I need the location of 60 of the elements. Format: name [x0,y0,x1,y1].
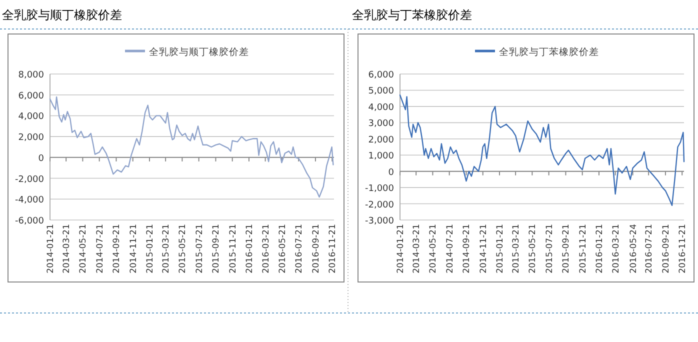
x-tick-label: 2014-03-21 [62,224,72,274]
x-tick-label: 2015-11-21 [578,224,588,274]
y-tick-label: 1,000 [368,152,394,162]
x-tick-label: 2015-03-21 [162,224,172,274]
y-tick-label: 2,000 [18,133,44,144]
y-tick-label: 4,000 [18,112,44,122]
x-tick-label: 2015-05-21 [528,224,538,274]
x-tick-label: 2016-01-21 [594,224,605,274]
x-tick-label: 2014-05-21 [78,224,89,274]
x-tick-label: 2016-09-21 [661,224,672,274]
x-tick-label: 2016-07-21 [644,224,655,274]
y-tick-label: -3,000 [364,216,394,226]
legend-label: 全乳胶与丁苯橡胶价差 [499,46,599,58]
x-tick-label: 2014-11-21 [478,224,489,274]
y-tick-label: -4,000 [14,196,44,206]
x-tick-label: 2014-05-21 [428,224,439,274]
x-tick-label: 2016-03-21 [261,224,272,274]
x-tick-label: 2014-01-21 [46,224,56,274]
x-tick-label: 2015-05-21 [178,224,188,274]
x-tick-label: 2015-09-21 [212,224,222,274]
y-tick-label: 0 [38,154,44,164]
x-tick-label: 2015-03-21 [512,224,522,274]
x-tick-label: 2015-01-21 [495,224,506,274]
x-tick-label: 2015-01-21 [145,224,156,274]
x-tick-label: 2014-09-21 [462,224,472,274]
x-tick-label: 2016-05-24 [628,224,639,274]
x-tick-label: 2016-09-21 [311,224,322,274]
chart-title: 全乳胶与丁苯橡胶价差 [352,8,472,22]
x-tick-label: 2015-09-21 [562,224,572,274]
x-tick-label: 2015-07-21 [194,224,205,274]
y-tick-label: 4,000 [368,102,394,113]
line-series [399,94,685,206]
chart-title: 全乳胶与顺丁橡胶价差 [2,8,122,22]
y-tick-label: -2,000 [364,200,394,210]
x-tick-label: 2015-11-21 [228,224,238,274]
x-tick-label: 2014-07-21 [95,224,106,274]
x-tick-label: 2016-07-21 [294,224,305,274]
y-tick-label: 6,000 [368,70,394,80]
y-tick-label: 8,000 [18,70,44,80]
x-tick-label: 2014-11-21 [128,224,139,274]
legend-label: 全乳胶与顺丁橡胶价差 [149,46,249,58]
x-tick-label: 2014-01-21 [396,224,406,274]
x-tick-label: 2015-07-21 [544,224,555,274]
x-tick-label: 2014-07-21 [445,224,456,274]
y-tick-label: -6,000 [14,216,44,226]
x-tick-label: 2016-11-21 [678,224,688,274]
x-tick-label: 2016-11-21 [328,224,338,274]
y-tick-label: 6,000 [18,91,44,102]
y-tick-label: 2,000 [368,135,394,146]
x-tick-label: 2014-03-21 [412,224,422,274]
x-tick-label: 2014-09-21 [112,224,122,274]
y-tick-label: 5,000 [368,86,394,97]
x-tick-label: 2016-01-21 [244,224,255,274]
y-tick-label: -1,000 [364,184,394,194]
x-tick-label: 2016-05-21 [278,224,288,274]
y-tick-label: 3,000 [368,119,394,130]
line-series [49,96,334,198]
y-tick-label: -2,000 [14,174,44,185]
y-tick-label: 0 [388,168,394,178]
x-tick-label: 2016-03-21 [611,224,622,274]
